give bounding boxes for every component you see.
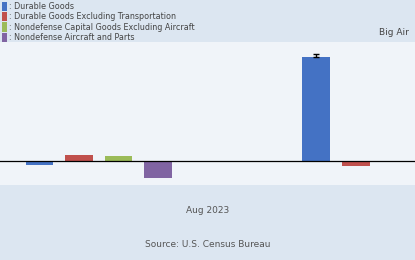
Bar: [342, 161, 369, 166]
Text: Aug 2023: Aug 2023: [186, 206, 229, 216]
Text: Big Air: Big Air: [379, 28, 409, 37]
FancyBboxPatch shape: [2, 2, 7, 11]
FancyBboxPatch shape: [2, 33, 7, 42]
FancyBboxPatch shape: [2, 22, 7, 32]
Text: Source: U.S. Census Bureau: Source: U.S. Census Bureau: [145, 240, 270, 249]
Bar: [65, 155, 93, 161]
Text: : Nondefense Aircraft and Parts: : Nondefense Aircraft and Parts: [9, 33, 134, 42]
Bar: [144, 161, 172, 178]
Text: : Durable Goods Excluding Transportation: : Durable Goods Excluding Transportation: [9, 12, 176, 21]
Bar: [303, 57, 330, 161]
FancyBboxPatch shape: [2, 12, 7, 21]
Bar: [105, 156, 132, 161]
Bar: [26, 161, 54, 165]
Text: : Nondefense Capital Goods Excluding Aircraft: : Nondefense Capital Goods Excluding Air…: [9, 23, 195, 31]
Text: : Durable Goods: : Durable Goods: [9, 2, 74, 11]
